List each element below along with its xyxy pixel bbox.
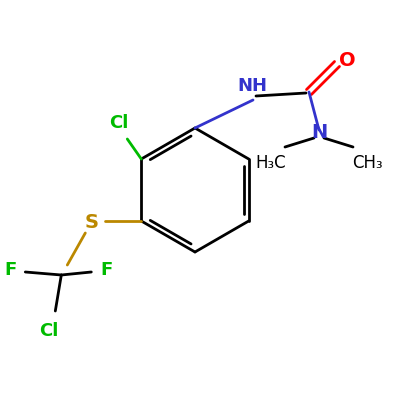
Text: F: F <box>100 261 112 279</box>
Text: N: N <box>311 122 327 142</box>
Text: H₃C: H₃C <box>256 154 286 172</box>
Text: F: F <box>4 261 16 279</box>
Text: Cl: Cl <box>40 322 59 340</box>
Text: O: O <box>339 52 355 70</box>
Text: Cl: Cl <box>110 114 129 132</box>
Text: NH: NH <box>237 77 267 95</box>
Text: S: S <box>84 214 98 232</box>
Text: CH₃: CH₃ <box>352 154 382 172</box>
